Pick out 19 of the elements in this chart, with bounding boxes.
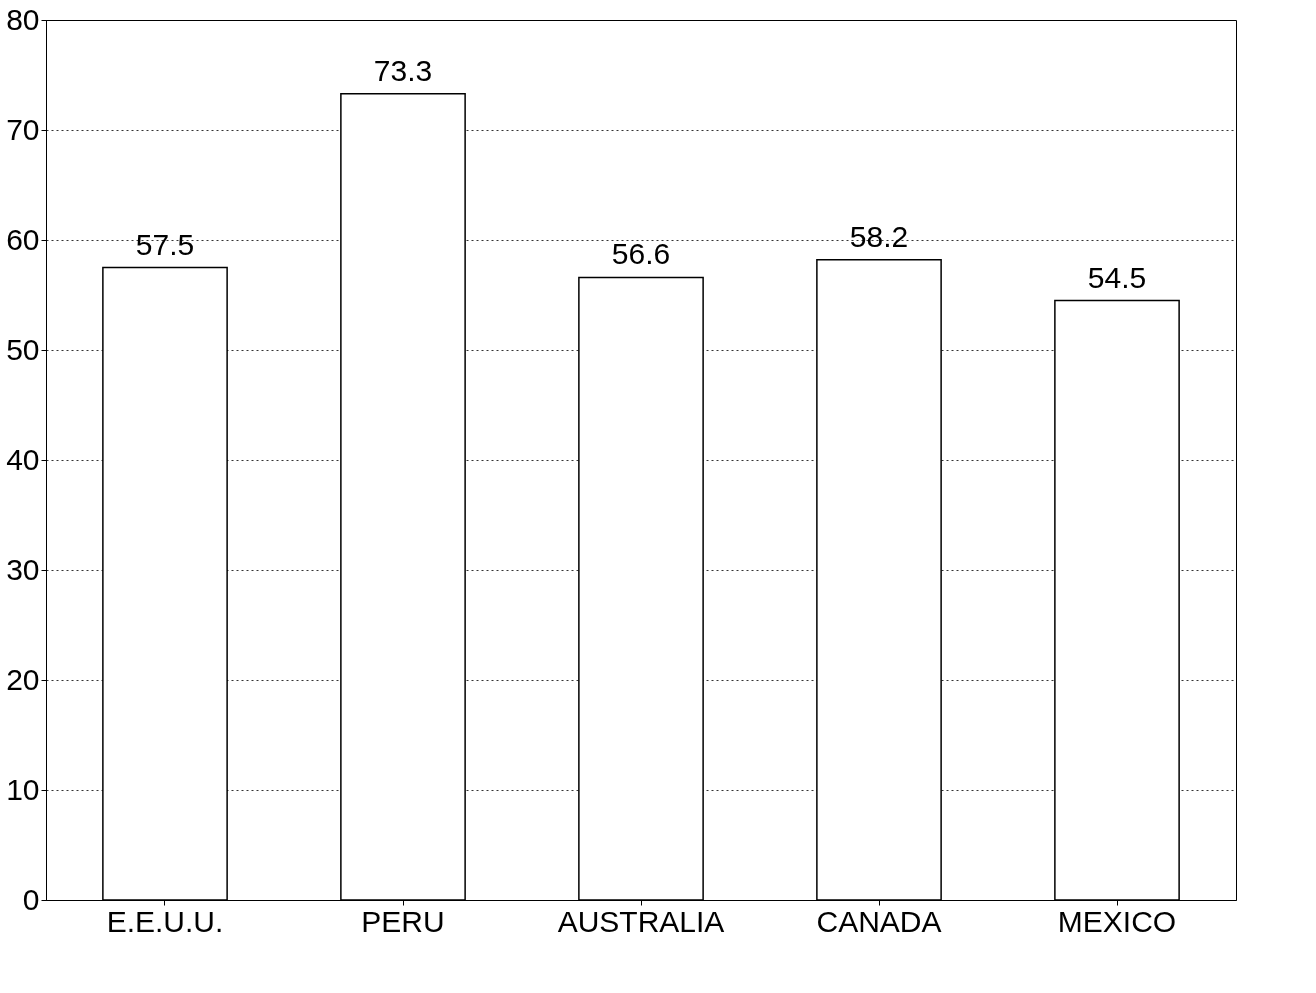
data-label: 58.2 bbox=[849, 219, 909, 253]
x-tick-label: AUSTRALIA bbox=[557, 904, 725, 938]
y-tick-label: 50 bbox=[6, 332, 40, 366]
y-tick-label: 40 bbox=[6, 442, 40, 476]
y-tick-label: 70 bbox=[6, 112, 40, 146]
x-tick-label: CANADA bbox=[816, 904, 942, 938]
y-tick-label: 20 bbox=[6, 662, 40, 696]
y-tick-label: 80 bbox=[6, 2, 40, 36]
data-label: 56.6 bbox=[611, 237, 671, 271]
y-tick-label: 10 bbox=[6, 772, 40, 806]
data-label: 73.3 bbox=[373, 53, 433, 87]
x-tick-label: E.E.U.U. bbox=[106, 904, 224, 938]
data-label: 57.5 bbox=[135, 227, 195, 261]
y-tick-label: 0 bbox=[22, 882, 40, 916]
x-tick-label: MEXICO bbox=[1057, 904, 1177, 938]
y-tick-label: 60 bbox=[6, 222, 40, 256]
y-tick-label: 30 bbox=[6, 552, 40, 586]
data-label: 54.5 bbox=[1087, 260, 1147, 294]
x-tick-label: PERU bbox=[361, 904, 445, 938]
